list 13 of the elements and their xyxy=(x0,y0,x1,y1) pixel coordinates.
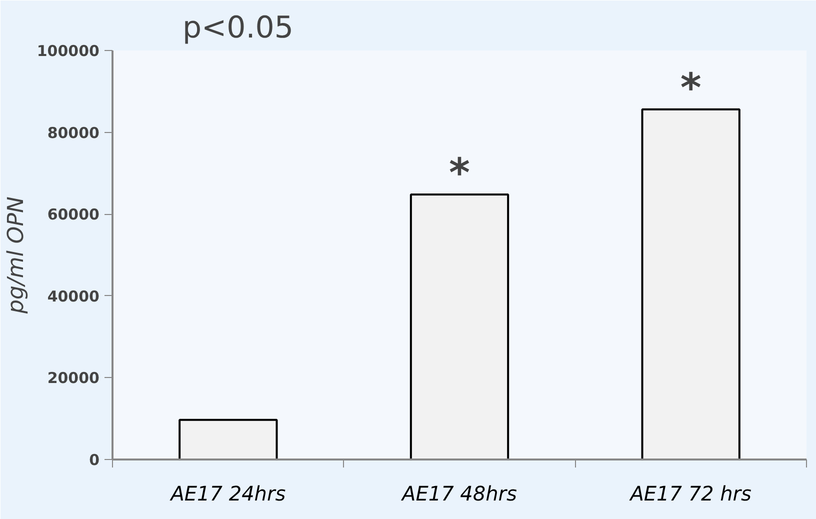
x-tick-label: AE17 24hrs xyxy=(168,482,286,506)
y-axis-title: pg/ml OPN xyxy=(4,196,29,314)
y-tick-label: 60000 xyxy=(47,206,100,224)
annotation: * xyxy=(680,65,702,112)
y-tick-label: 100000 xyxy=(36,42,100,60)
x-tick-label: AE17 48hrs xyxy=(400,482,517,506)
y-tick-label: 40000 xyxy=(47,287,100,306)
y-tick-label: 80000 xyxy=(47,124,100,142)
chart-title: p<0.05 xyxy=(182,10,294,46)
annotation: * xyxy=(449,150,470,196)
y-tick-label: 0 xyxy=(89,451,100,469)
x-tick-label: AE17 72 hrs xyxy=(628,482,752,506)
y-tick-label: 20000 xyxy=(47,369,100,388)
